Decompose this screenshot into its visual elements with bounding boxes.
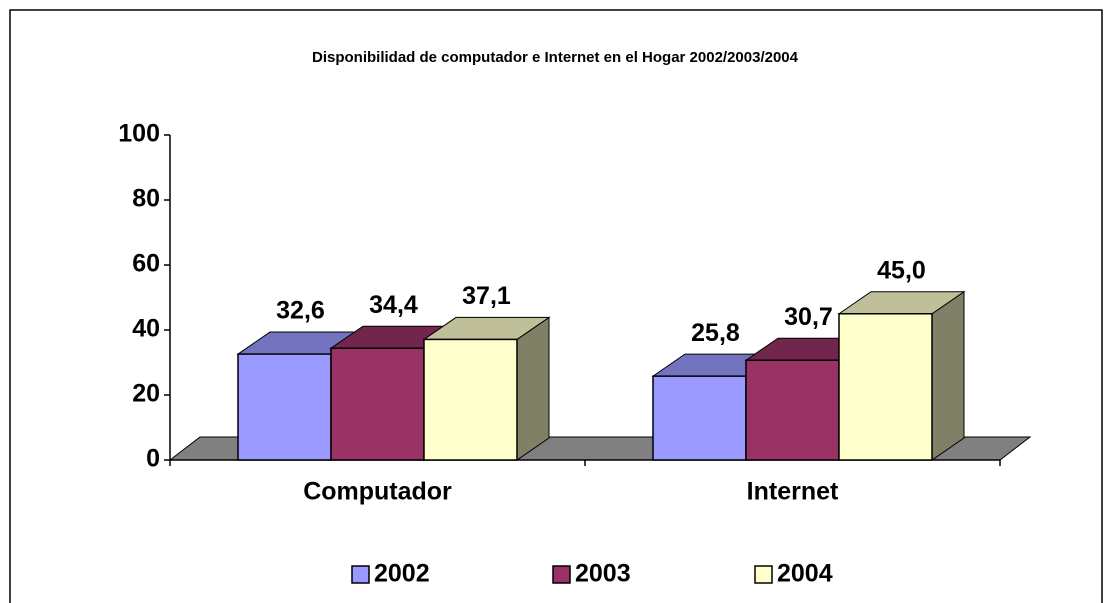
value-label: 37,1 [462, 282, 511, 310]
bar-side [931, 290, 965, 461]
bar [652, 375, 747, 461]
value-label: 30,7 [784, 303, 833, 331]
value-label: 25,8 [691, 319, 740, 347]
legend-label: 2003 [575, 560, 631, 588]
legend-swatch [552, 565, 571, 584]
legend-swatch [754, 565, 773, 584]
bar [423, 338, 518, 461]
value-label: 45,0 [877, 256, 926, 284]
legend-swatch [351, 565, 370, 584]
chart-title: Disponibilidad de computador e Internet … [312, 49, 799, 66]
bar [745, 359, 840, 461]
y-tick-label: 40 [132, 315, 160, 343]
bar [237, 353, 332, 461]
value-label: 34,4 [369, 291, 418, 319]
frame [9, 9, 1103, 603]
x-tick-label: Internet [747, 478, 839, 506]
y-tick-label: 100 [118, 120, 160, 148]
bar [838, 313, 933, 461]
legend-label: 2002 [374, 560, 430, 588]
y-tick-label: 20 [132, 380, 160, 408]
x-tick-label: Computador [303, 478, 452, 506]
y-tick-label: 60 [132, 250, 160, 278]
bar [330, 347, 425, 461]
bar-side [516, 316, 550, 461]
y-tick-label: 0 [146, 445, 160, 473]
value-label: 32,6 [276, 297, 325, 325]
y-tick-label: 80 [132, 185, 160, 213]
legend-label: 2004 [777, 560, 833, 588]
